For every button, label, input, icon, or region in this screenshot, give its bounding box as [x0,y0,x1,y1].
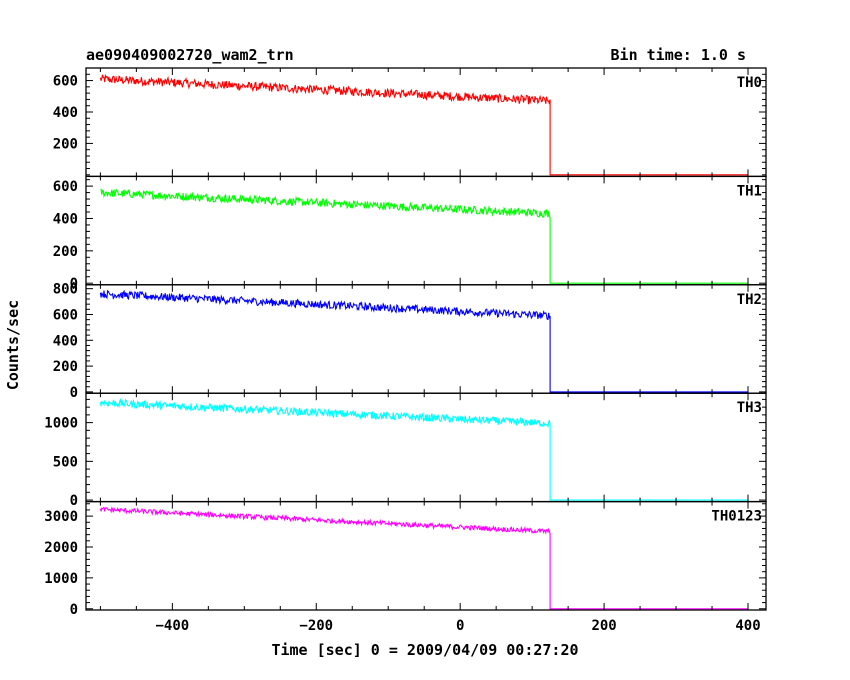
y-tick-label: 1000 [44,571,78,587]
y-tick-label: 0 [70,276,78,292]
y-tick-label: 400 [53,105,78,121]
y-tick-label: 400 [53,211,78,227]
y-tick-label: 500 [53,454,78,470]
panels: 200 400 600 TH0 0 200 400 600 TH1 0 200 400 600 800 TH… [44,67,767,618]
x-axis-label: Time [sec] 0 = 2009/04/09 00:27:20 [271,641,578,659]
panel-th3: 0 500 1000 TH3 [44,392,767,509]
panel-th0: 200 400 600 TH0 [53,67,767,178]
x-tick-label: −200 [299,618,333,634]
channel-label: TH3 [737,400,762,416]
y-tick-label: 200 [53,359,78,375]
series-line-th0123 [99,506,748,610]
y-tick-label: 3000 [44,509,78,525]
chart-title: ae090409002720_wam2_trn [86,46,294,64]
x-tick-label: 0 [456,618,464,634]
x-tick-label: 200 [591,618,616,634]
y-axis-label: Counts/sec [4,300,22,390]
panel-th2: 0 200 400 600 800 TH2 [53,282,767,401]
y-tick-label: 600 [53,307,78,323]
panel-th1: 0 200 400 600 TH1 [53,175,767,292]
y-tick-label: 0 [70,602,78,618]
series-line-th1 [100,188,748,284]
y-tick-label: 600 [53,179,78,195]
channel-label: TH2 [737,292,762,308]
y-tick-label: 200 [53,244,78,260]
panel-frame [85,175,767,286]
y-tick-label: 800 [53,282,78,298]
y-tick-label: 600 [53,74,78,90]
channel-label: TH1 [737,183,762,199]
y-tick-label: 2000 [44,540,78,556]
bin-time-label: Bin time: 1.0 s [611,46,746,64]
panel-th0123: 0 1000 2000 3000 TH0123 [44,500,767,618]
channel-label: TH0123 [711,509,762,525]
y-tick-label: 1000 [44,416,78,432]
series-line-th0 [99,73,748,176]
series-line-th2 [99,289,748,393]
y-tick-label: 0 [70,385,78,401]
panel-frame [85,500,767,611]
y-tick-label: 0 [70,493,78,509]
y-tick-label: 400 [53,333,78,349]
x-tick-label: 400 [735,618,760,634]
panel-frame [85,392,767,503]
series-line-th3 [99,397,748,501]
y-tick-label: 200 [53,136,78,152]
x-tick-label: −400 [155,618,189,634]
x-tick-labels: −400 −200 0 200 400 [155,618,760,634]
channel-label: TH0 [737,75,762,91]
